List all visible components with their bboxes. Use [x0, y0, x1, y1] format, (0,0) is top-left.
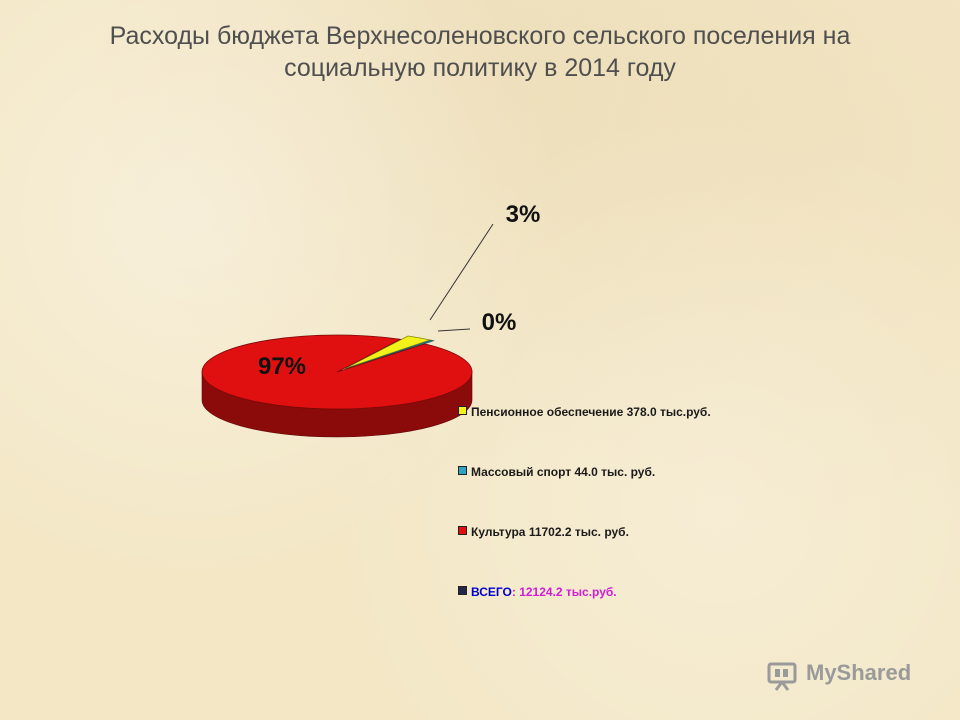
legend-item-pension: Пенсионное обеспечение 378.0 тыс.руб. — [458, 405, 711, 419]
chart-title-line-1: Расходы бюджета Верхнесоленовского сельс… — [109, 22, 851, 50]
legend-item-sport: Массовый спорт 44.0 тыс. руб. — [458, 465, 655, 479]
pie-slice-2 — [201, 334, 473, 410]
percent-label-0: 3% — [506, 201, 541, 228]
leader-line-0 — [429, 223, 494, 321]
pie-slice-0 — [344, 335, 432, 370]
legend-label-sport: Массовый спорт 44.0 тыс. руб. — [471, 465, 656, 479]
legend-swatch-culture — [458, 526, 467, 535]
leader-line-1 — [437, 328, 471, 332]
legend-label-pension: Пенсионное обеспечение 378.0 тыс.руб. — [471, 405, 711, 419]
legend-swatch-total — [458, 586, 467, 595]
legend-item-total: ВСЕГО: 12124.2 тыс.руб. — [458, 585, 617, 599]
chart-title: Расходы бюджета Верхнесоленовского сельс… — [40, 20, 920, 84]
legend-item-culture: Культура 11702.2 тыс. руб. — [458, 525, 629, 539]
watermark-text: MyShared — [806, 660, 912, 685]
chart-title-line-2: социальную политику в 2014 году — [284, 54, 676, 82]
presentation-icon — [767, 662, 797, 691]
legend-label-culture: Культура 11702.2 тыс. руб. — [471, 525, 629, 539]
percent-label-1: 0% — [482, 309, 517, 336]
percent-label-2: 97% — [258, 353, 306, 380]
watermark: MyShared — [766, 658, 926, 694]
legend-swatch-pension — [458, 406, 467, 415]
legend-swatch-sport — [458, 466, 467, 475]
legend-label-total-lead: ВСЕГО — [471, 585, 512, 599]
legend-label-total: : 12124.2 тыс.руб. — [511, 585, 617, 599]
